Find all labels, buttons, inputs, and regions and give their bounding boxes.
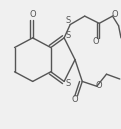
- Text: O: O: [72, 95, 78, 104]
- Text: O: O: [93, 37, 99, 46]
- Text: S: S: [65, 16, 70, 25]
- Text: O: O: [29, 10, 36, 19]
- Text: O: O: [96, 81, 102, 90]
- Text: S: S: [65, 31, 70, 40]
- Text: S: S: [65, 79, 70, 88]
- Text: O: O: [112, 10, 118, 19]
